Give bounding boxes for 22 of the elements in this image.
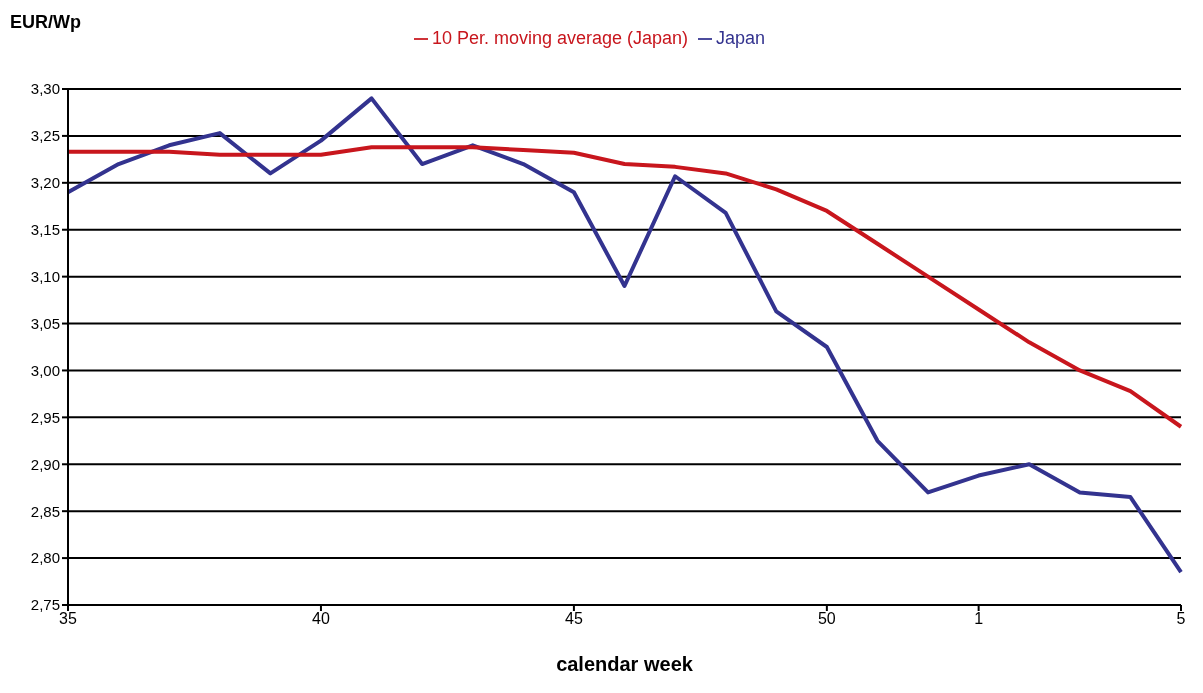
y-tick-label: 3,30	[30, 80, 60, 98]
x-axis-title: calendar week	[556, 653, 694, 675]
x-tick-label: 1	[974, 610, 984, 628]
y-tick-label: 3,05	[30, 314, 60, 332]
y-tick-label: 3,00	[30, 361, 60, 379]
x-tick-label: 5	[1176, 610, 1186, 628]
x-tick-label: 45	[565, 610, 583, 628]
y-tick-label: 3,10	[30, 267, 60, 285]
legend-label: 10 Per. moving average (Japan)	[431, 28, 689, 48]
y-tick-label: 3,20	[30, 174, 60, 192]
y-tick-label: 3,15	[30, 221, 60, 239]
y-tick-label: 3,25	[30, 127, 60, 145]
y-tick-label: 2,80	[30, 549, 60, 567]
y-tick-label: 2,85	[30, 502, 60, 520]
legend-label: Japan	[716, 28, 766, 48]
y-tick-label: 2,75	[30, 596, 60, 614]
y-tick-label: 2,90	[30, 455, 60, 473]
y-axis-title: EUR/Wp	[10, 12, 81, 33]
x-tick-label: 35	[59, 610, 77, 628]
x-tick-label: 50	[817, 610, 836, 628]
y-tick-label: 2,95	[30, 408, 60, 426]
x-tick-label: 40	[312, 610, 330, 628]
